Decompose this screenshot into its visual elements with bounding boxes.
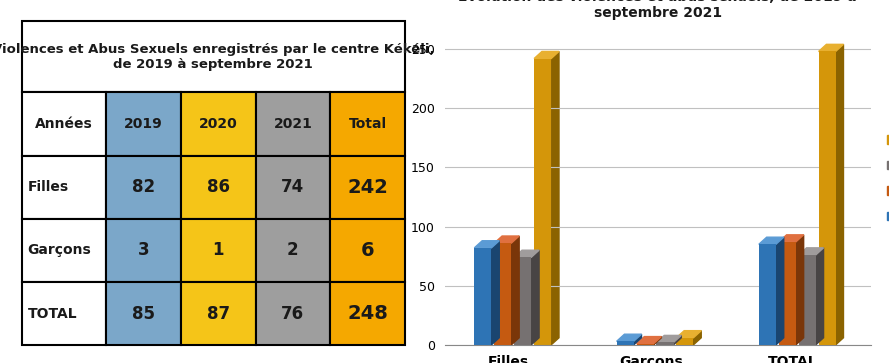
Polygon shape (634, 334, 642, 345)
Bar (759, 244, 776, 345)
Text: 2021: 2021 (274, 117, 312, 131)
Bar (180, 219, 255, 282)
Polygon shape (779, 235, 804, 242)
Bar (180, 156, 255, 219)
Bar (21, 282, 106, 345)
Text: 87: 87 (206, 305, 229, 323)
Bar (534, 58, 551, 345)
Polygon shape (653, 337, 661, 345)
Polygon shape (492, 241, 500, 345)
Text: 242: 242 (348, 178, 388, 197)
Text: 6: 6 (361, 241, 374, 260)
Text: 82: 82 (132, 178, 155, 196)
Bar (106, 282, 180, 345)
Polygon shape (475, 241, 500, 248)
Legend: Total, 2021, 2020, 2019: Total, 2021, 2020, 2019 (882, 129, 889, 228)
Text: Violences et Abus Sexuels enregistrés par le centre Kékéli,
de 2019 à septembre : Violences et Abus Sexuels enregistrés pa… (0, 43, 435, 71)
Bar (255, 219, 331, 282)
Bar (475, 248, 492, 345)
Polygon shape (776, 237, 784, 345)
Bar (514, 257, 532, 345)
Polygon shape (514, 250, 539, 257)
Bar (677, 338, 693, 345)
Text: 2019: 2019 (124, 117, 163, 131)
Polygon shape (677, 331, 701, 338)
Polygon shape (532, 250, 539, 345)
Polygon shape (511, 236, 519, 345)
Text: 3: 3 (138, 241, 149, 260)
Text: 2020: 2020 (199, 117, 237, 131)
Text: Total: Total (348, 117, 387, 131)
Bar (106, 93, 180, 156)
Text: 86: 86 (206, 178, 229, 196)
Polygon shape (693, 331, 701, 345)
Text: 248: 248 (348, 304, 388, 323)
Bar (106, 156, 180, 219)
Polygon shape (759, 237, 784, 244)
Bar (255, 282, 331, 345)
Bar (819, 52, 836, 345)
Text: 85: 85 (132, 305, 155, 323)
Bar (617, 341, 634, 345)
Bar (180, 93, 255, 156)
Bar (21, 156, 106, 219)
Polygon shape (494, 236, 519, 243)
Bar (21, 21, 405, 93)
Bar (255, 156, 331, 219)
Text: Filles: Filles (28, 180, 68, 194)
Polygon shape (674, 335, 681, 345)
Bar (255, 93, 331, 156)
Text: Garçons: Garçons (28, 244, 92, 257)
Text: 2: 2 (287, 241, 299, 260)
Polygon shape (816, 248, 823, 345)
Bar (494, 243, 511, 345)
Bar (180, 282, 255, 345)
Polygon shape (819, 44, 844, 52)
Polygon shape (798, 248, 823, 255)
Bar (331, 219, 405, 282)
Bar (331, 282, 405, 345)
Bar (106, 219, 180, 282)
Title: Evolution des violences et abus sexuels, de 2019 à
septembre 2021: Evolution des violences et abus sexuels,… (459, 0, 857, 20)
Bar (637, 344, 653, 345)
Polygon shape (796, 235, 804, 345)
Bar (331, 93, 405, 156)
Bar (331, 156, 405, 219)
Polygon shape (836, 44, 844, 345)
Bar (798, 255, 816, 345)
Bar (656, 342, 674, 345)
Bar (21, 219, 106, 282)
Polygon shape (534, 52, 559, 58)
Polygon shape (551, 52, 559, 345)
Text: Années: Années (35, 117, 92, 131)
Text: 1: 1 (212, 241, 224, 260)
Polygon shape (617, 334, 642, 341)
Bar (779, 242, 796, 345)
Text: TOTAL: TOTAL (28, 307, 77, 321)
Polygon shape (656, 335, 681, 342)
Bar (21, 93, 106, 156)
Polygon shape (637, 337, 661, 344)
Text: 74: 74 (281, 178, 305, 196)
Text: 76: 76 (281, 305, 304, 323)
